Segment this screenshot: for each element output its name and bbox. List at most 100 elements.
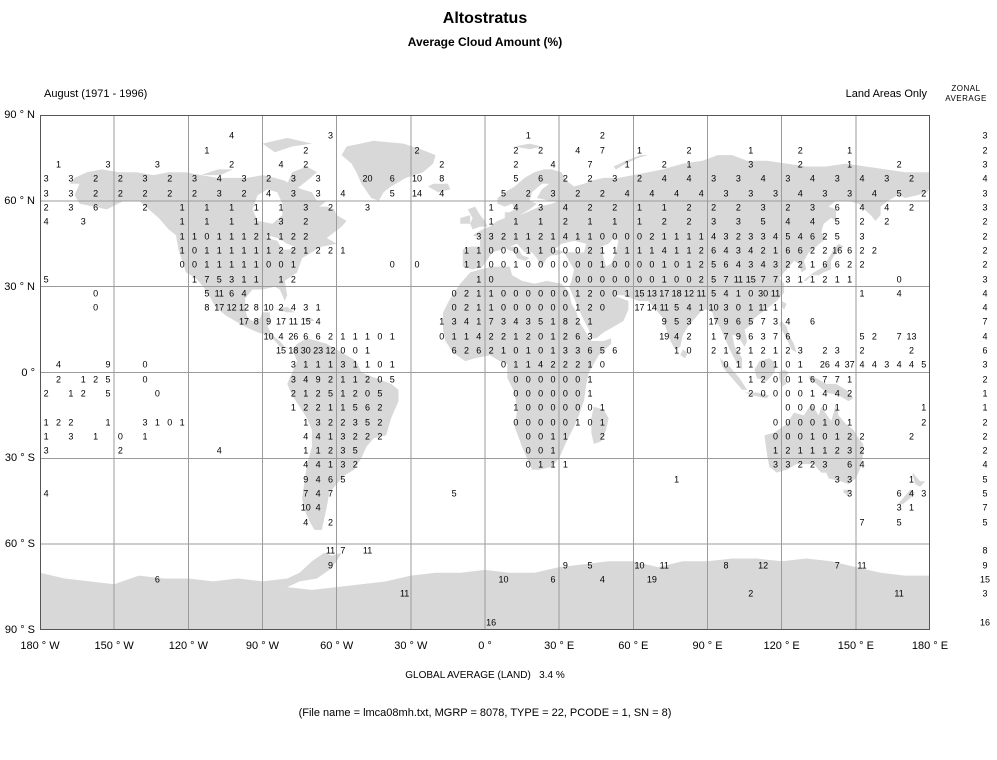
grid-value: 13	[646, 288, 657, 299]
grid-value: 6	[723, 259, 729, 270]
grid-value: 3	[241, 173, 247, 184]
grid-value: 1	[266, 231, 272, 242]
grid-value: 1	[698, 302, 704, 313]
grid-value: 9	[723, 316, 729, 327]
grid-value: 1	[340, 245, 346, 256]
grid-value: 1	[797, 359, 803, 370]
grid-value: 1	[488, 302, 494, 313]
grid-value: 5	[216, 274, 222, 284]
zonal-average-value: 4	[982, 288, 988, 299]
grid-value: 0	[451, 288, 457, 299]
grid-value: 1	[797, 445, 803, 456]
grid-value: 0	[538, 345, 544, 356]
grid-value: 4	[810, 216, 816, 227]
zonal-average-header-line2: AVERAGE	[945, 94, 987, 103]
lon-tick-label: 30 ° E	[544, 640, 575, 652]
grid-value: 5	[538, 316, 544, 327]
grid-value: 1	[352, 331, 358, 342]
grid-value: 2	[748, 388, 754, 399]
grid-value: 1	[772, 445, 778, 456]
grid-value: 6	[896, 488, 902, 499]
grid-value: 4	[785, 216, 791, 227]
grid-value: 2	[859, 245, 865, 256]
grid-value: 7	[723, 274, 729, 284]
grid-value: 1	[525, 130, 531, 141]
grid-value: 0	[93, 288, 99, 299]
grid-value: 3	[142, 173, 148, 184]
grid-value: 7	[303, 488, 309, 499]
grid-value: 2	[327, 374, 333, 385]
grid-value: 0	[562, 288, 568, 299]
grid-value: 3	[735, 173, 741, 184]
grid-value: 2	[352, 388, 358, 399]
grid-value: 15	[300, 316, 311, 327]
zonal-average-value: 4	[982, 173, 988, 184]
grid-value: 0	[599, 302, 605, 313]
grid-value: 7	[723, 331, 729, 342]
grid-value: 1	[327, 459, 333, 470]
grid-value: 12	[758, 560, 769, 571]
grid-value: 4	[735, 259, 741, 270]
grid-value: 2	[822, 245, 828, 256]
grid-value: 6	[327, 474, 333, 485]
grid-value: 0	[525, 388, 531, 399]
grid-value: 4	[748, 245, 754, 256]
grid-value: 1	[501, 345, 507, 356]
grid-value: 1	[636, 202, 643, 213]
grid-value: 3	[290, 374, 296, 385]
grid-value: 5	[748, 316, 754, 327]
grid-value: 12	[683, 288, 694, 299]
grid-value: 5	[377, 388, 383, 399]
grid-value: 2	[847, 259, 853, 270]
grid-value: 0	[760, 359, 766, 370]
zonal-average-value: 6	[982, 345, 988, 356]
grid-value: 6	[785, 331, 791, 342]
grid-value: 1	[476, 302, 482, 313]
grid-value: 11	[758, 302, 768, 313]
global-average-label: GLOBAL AVERAGE (LAND) 3.4 %	[405, 670, 565, 681]
grid-value: 1	[253, 274, 259, 284]
grid-value: 2	[525, 188, 531, 199]
grid-value: 4	[661, 245, 667, 256]
grid-value: 1	[772, 345, 778, 356]
lon-tick-label: 60 ° W	[320, 640, 354, 652]
zonal-average-value: 1	[982, 402, 988, 413]
grid-value: 8	[439, 173, 445, 184]
grid-value: 2	[93, 173, 99, 184]
grid-value: 11	[894, 588, 904, 599]
grid-value: 4	[303, 517, 309, 528]
grid-value: 7	[599, 145, 605, 156]
grid-value: 2	[649, 231, 655, 242]
grid-value: 2	[68, 417, 74, 428]
grid-value: 1	[229, 202, 235, 213]
grid-value: 2	[550, 359, 556, 370]
grid-value: 1	[327, 402, 333, 413]
grid-value: 0	[550, 259, 556, 270]
grid-value: 0	[513, 245, 519, 256]
grid-value: 0	[624, 259, 630, 270]
grid-value: 2	[315, 388, 321, 399]
lat-tick-label: 30 ° N	[4, 280, 35, 293]
grid-value: 0	[191, 259, 198, 270]
grid-value: 1	[525, 245, 531, 256]
grid-value: 4	[661, 173, 667, 184]
grid-value: 3	[723, 302, 729, 313]
grid-value: 3	[711, 216, 717, 227]
grid-value: 0	[488, 274, 494, 284]
grid-value: 6	[810, 374, 816, 385]
grid-value: 0	[550, 417, 556, 428]
grid-value: 2	[686, 145, 692, 156]
lat-tick-label: 60 ° N	[4, 194, 35, 207]
grid-value: 8	[204, 302, 210, 313]
lat-tick-label: 90 ° S	[4, 624, 35, 636]
grid-value: 4	[315, 316, 321, 327]
grid-value: 5	[389, 374, 395, 385]
grid-value: 2	[834, 445, 840, 456]
grid-value: 1	[278, 274, 284, 284]
grid-value: 3	[735, 245, 741, 256]
grid-value: 19	[646, 574, 657, 585]
world-map-svg	[39, 114, 931, 631]
lon-tick-label: 30 ° W	[394, 640, 428, 652]
zonal-average-value: 3	[982, 159, 988, 170]
grid-value: 15	[634, 288, 645, 299]
